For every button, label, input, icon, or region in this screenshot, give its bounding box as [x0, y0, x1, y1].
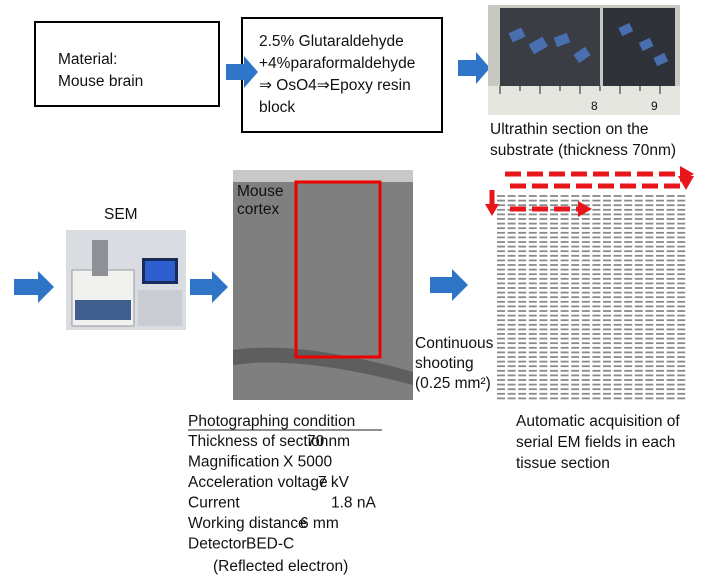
condition-value: 6 mm — [300, 515, 339, 532]
condition-value: BED-C — [246, 536, 294, 553]
field-grid — [497, 196, 685, 398]
acquisition-text: tissue section — [516, 455, 610, 472]
condition-name: Working distance — [188, 515, 307, 532]
box-text: 2.5% Glutaraldehyde — [259, 33, 404, 50]
arrow — [14, 271, 54, 303]
box-text: +4%paraformaldehyde — [259, 55, 415, 72]
condition-value: 1.8 nA — [331, 495, 376, 512]
condition-name: Current — [188, 495, 240, 512]
box-text: Material: — [58, 51, 117, 68]
condition-value: 7 kV — [318, 474, 350, 491]
ruler-label: 9 — [651, 99, 658, 113]
image-label: cortex — [237, 201, 279, 218]
image-label: Mouse — [237, 183, 284, 200]
caption: Ultrathin section on the — [490, 121, 649, 138]
condition-name: Acceleration voltage — [188, 474, 328, 491]
condition-value: 70 nm — [307, 433, 350, 450]
arrow — [190, 271, 228, 303]
diagram: Material: Mouse brain 2.5% Glutaraldehyde +… — [0, 0, 707, 577]
ruler-label: 8 — [591, 99, 598, 113]
box-text: block — [259, 99, 295, 116]
condition-value: X 5000 — [283, 454, 333, 471]
box-text: Mouse brain — [58, 73, 143, 90]
acquisition-text: serial EM fields in each — [516, 434, 675, 451]
condition-name: Detector — [188, 536, 247, 553]
arrow — [458, 52, 490, 84]
sem-photo — [66, 230, 186, 330]
shooting-text: Continuous — [415, 335, 494, 352]
caption: substrate (thickness 70nm) — [490, 142, 676, 159]
condition-name: Magnification — [188, 454, 279, 471]
arrow — [430, 269, 468, 301]
acquisition-text: Automatic acquisition of — [516, 413, 680, 430]
shooting-text: shooting — [415, 355, 474, 372]
box-text: ⇒ OsO4⇒Epoxy resin — [259, 77, 411, 94]
shooting-text: (0.25 mm²) — [415, 375, 491, 392]
scan-path — [492, 174, 680, 209]
condition-note: (Reflected electron) — [213, 558, 348, 575]
sem-label: SEM — [104, 206, 138, 223]
conditions-title: Photographing condition — [188, 413, 355, 430]
